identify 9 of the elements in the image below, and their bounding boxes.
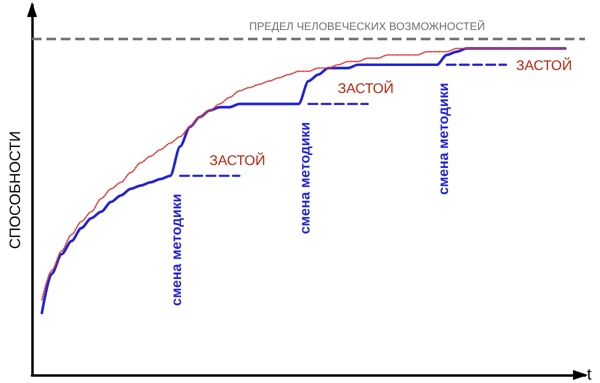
x-axis-title: t [587, 366, 592, 383]
annotation: смена методики [434, 82, 451, 195]
annotation: смена методики [168, 194, 184, 306]
series-label: ЗАСТОЙ [209, 152, 266, 168]
ref-line-label: ПРЕДЕЛ ЧЕЛОВЕЧЕСКИХ ВОЗМОЖНОСТЕЙ [249, 20, 485, 34]
y-axis-title: СПОСОБНОСТИ [7, 130, 24, 250]
series-label: ЗАСТОЙ [338, 80, 394, 96]
annotation: смена методики [296, 122, 312, 234]
series-label: ЗАСТОЙ [516, 56, 572, 73]
